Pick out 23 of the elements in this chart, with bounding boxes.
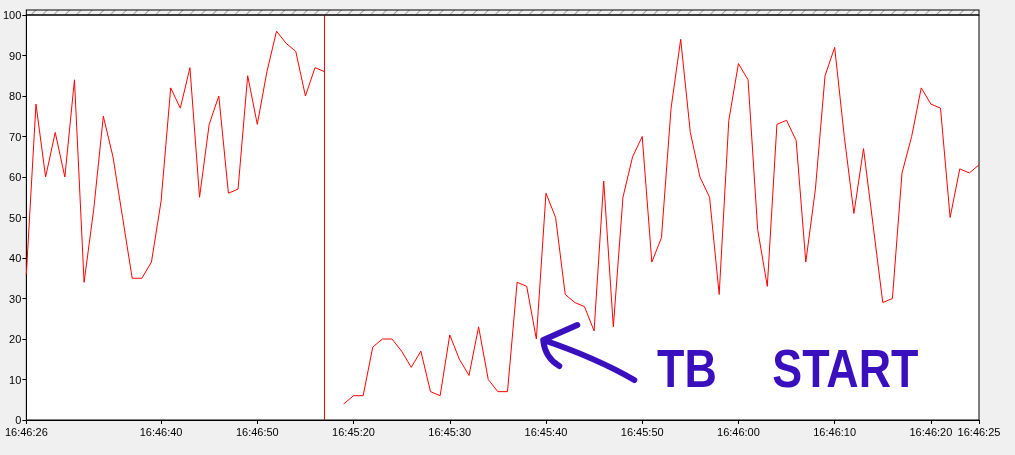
x-tick-label: 16:46:20 [909, 425, 953, 438]
y-tick-label: 100 [2, 9, 22, 21]
x-tick-label: 16:45:50 [620, 425, 664, 438]
y-tick-label: 60 [9, 171, 22, 183]
x-tick-label: 16:45:40 [524, 425, 568, 438]
y-tick-label: 10 [9, 373, 22, 386]
annotation: TB START [657, 338, 919, 398]
x-tick-label: 16:46:50 [235, 425, 279, 438]
x-tick-label: 16:46:10 [813, 425, 857, 438]
y-tick-label: 50 [9, 211, 22, 224]
x-tick-label: 16:45:30 [428, 425, 472, 438]
y-tick-label: 0 [15, 414, 22, 426]
y-tick-label: 90 [9, 49, 22, 62]
x-tick-label: 16:46:00 [717, 425, 760, 438]
y-tick-label: 30 [9, 292, 22, 305]
x-tick-label: 16:46:25 [957, 425, 1001, 438]
y-tick-label: 20 [9, 333, 22, 345]
x-tick-label: 16:45:20 [332, 425, 375, 438]
x-tick-label: 16:46:26 [4, 425, 48, 438]
y-tick-label: 70 [9, 130, 22, 143]
y-tick-label: 40 [9, 252, 22, 264]
x-tick-label: 16:46:40 [139, 425, 183, 438]
y-tick-label: 80 [9, 90, 22, 102]
